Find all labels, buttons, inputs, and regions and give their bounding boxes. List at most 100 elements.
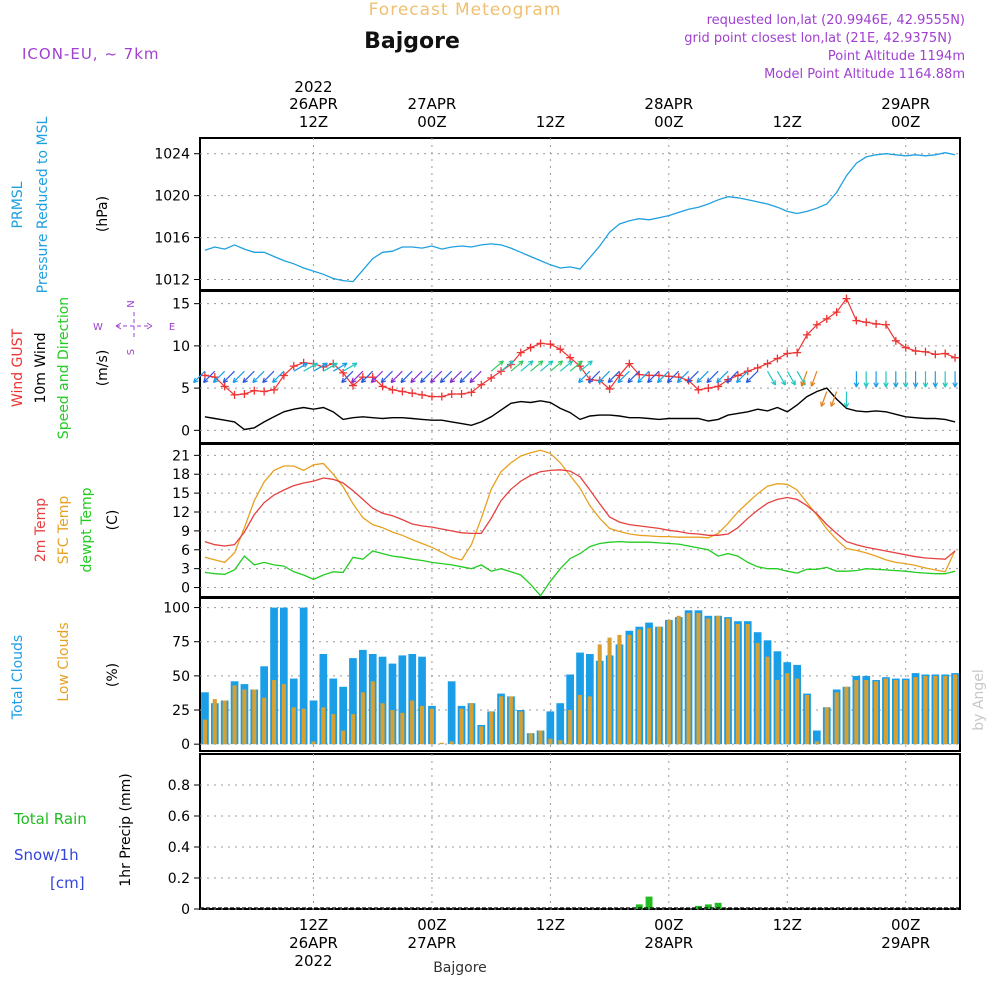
wind-direction-arrow bbox=[429, 370, 443, 384]
ylabel-dewpt-temp: dewpt Temp bbox=[79, 487, 95, 572]
wind-direction-arrow bbox=[932, 371, 939, 388]
low-cloud-bar bbox=[311, 741, 316, 745]
low-cloud-bar bbox=[508, 696, 513, 745]
low-cloud-bar bbox=[834, 692, 839, 745]
low-cloud-bar bbox=[656, 626, 661, 745]
series-line-dewpt bbox=[204, 540, 956, 597]
gust-point-marker bbox=[783, 349, 792, 358]
wind-direction-arrow bbox=[252, 370, 265, 384]
gust-point-marker bbox=[270, 385, 279, 394]
wind-direction-arrow bbox=[579, 360, 593, 372]
top-time-year-label: 2022 bbox=[294, 78, 332, 96]
gust-point-marker bbox=[516, 348, 525, 357]
ylabel-unit-ms: (m/s) bbox=[95, 350, 111, 387]
wind-direction-arrow bbox=[597, 370, 611, 384]
total-cloud-bar bbox=[546, 711, 555, 745]
wind-direction-arrow bbox=[706, 370, 719, 384]
y-tick-label-precipitation: 0 bbox=[181, 902, 190, 918]
gust-point-marker bbox=[220, 382, 229, 391]
low-cloud-bar bbox=[627, 634, 632, 745]
gust-point-marker bbox=[891, 336, 900, 345]
wind-direction-arrow bbox=[370, 370, 384, 384]
low-cloud-bar bbox=[202, 719, 207, 745]
gust-point-marker bbox=[753, 363, 762, 372]
wind-direction-arrow bbox=[459, 370, 472, 384]
low-cloud-bar bbox=[775, 680, 780, 745]
wind-direction-arrow bbox=[530, 360, 544, 372]
forecast-title: Forecast Meteogram bbox=[369, 0, 562, 20]
grid-lonlat: grid point closest lon,lat (21E, 42.9375… bbox=[684, 31, 952, 46]
ylabel-wind-gust: Wind GUST bbox=[10, 328, 26, 407]
wind-direction-arrow bbox=[800, 370, 808, 387]
y-tick-label-precipitation: 0.8 bbox=[168, 778, 190, 794]
gust-point-marker bbox=[457, 390, 466, 399]
wind-direction-arrow bbox=[922, 371, 929, 388]
wind-direction-arrow bbox=[766, 370, 777, 386]
rain-bar bbox=[704, 904, 712, 909]
total-cloud-bar bbox=[556, 703, 565, 745]
low-cloud-bar bbox=[242, 689, 247, 745]
top-time-date-label: 27APR bbox=[408, 95, 457, 113]
bottom-time-label: 2022 bbox=[294, 952, 332, 970]
legend-total-rain: Total Rain bbox=[13, 810, 87, 828]
wind-direction-arrow bbox=[587, 370, 601, 384]
ylabel-speed-direction: Speed and Direction bbox=[56, 297, 72, 439]
low-cloud-bar bbox=[568, 710, 573, 745]
location-title: Bajgore bbox=[364, 29, 460, 54]
gust-point-marker bbox=[447, 390, 456, 399]
wind-direction-arrow bbox=[786, 370, 796, 386]
ylabel-10m-wind: 10m Wind bbox=[33, 332, 49, 403]
wind-direction-arrow bbox=[656, 370, 670, 384]
low-cloud-bar bbox=[489, 711, 494, 745]
wind-direction-arrow bbox=[439, 370, 453, 384]
low-cloud-bar bbox=[874, 681, 879, 745]
gust-point-marker bbox=[378, 382, 387, 391]
gust-point-marker bbox=[852, 316, 861, 325]
low-cloud-bar bbox=[272, 680, 277, 745]
compass-cross bbox=[116, 312, 152, 340]
wind-direction-arrow bbox=[893, 371, 899, 388]
ylabel-total-clouds: Total Clouds bbox=[10, 635, 26, 720]
gust-point-marker bbox=[911, 346, 920, 355]
ylabel-pressure-msl: Pressure Reduced to MSL bbox=[35, 116, 51, 293]
model-point-altitude: Model Point Altitude 1164.88m bbox=[764, 67, 965, 82]
low-cloud-bar bbox=[222, 700, 227, 745]
wind-direction-arrow bbox=[350, 370, 364, 384]
wind-direction-arrow bbox=[212, 370, 226, 384]
low-cloud-bar bbox=[686, 613, 691, 745]
top-time-hour-label: 12Z bbox=[536, 113, 565, 131]
series-line-sfc-temp bbox=[204, 449, 956, 573]
low-cloud-bar bbox=[429, 708, 434, 745]
rain-bar bbox=[714, 902, 722, 909]
y-tick-label-wind: 0 bbox=[181, 423, 190, 439]
low-cloud-bar bbox=[232, 685, 237, 745]
top-time-date-label: 29APR bbox=[881, 95, 930, 113]
wind-direction-arrow bbox=[449, 370, 463, 384]
low-cloud-bar bbox=[380, 703, 385, 745]
rain-bar bbox=[645, 896, 653, 909]
compass-arrowheads bbox=[115, 322, 153, 330]
wind-direction-arrow bbox=[873, 371, 879, 388]
low-cloud-bar bbox=[953, 674, 958, 745]
gust-point-marker bbox=[832, 308, 841, 317]
low-cloud-bar bbox=[864, 680, 869, 745]
low-cloud-bar bbox=[370, 681, 375, 745]
gust-point-marker bbox=[546, 340, 555, 349]
wind-direction-arrow bbox=[272, 370, 285, 384]
wind-direction-arrow bbox=[500, 360, 514, 372]
wind-direction-arrow bbox=[303, 362, 318, 372]
wind-direction-arrow bbox=[242, 370, 255, 384]
wind-direction-arrow bbox=[360, 370, 374, 384]
low-cloud-bar bbox=[735, 624, 740, 745]
low-cloud-bar bbox=[439, 742, 444, 745]
low-cloud-bar bbox=[350, 714, 355, 745]
low-cloud-bar bbox=[321, 707, 326, 745]
gust-point-marker bbox=[240, 390, 249, 399]
y-tick-label-precipitation: 0.4 bbox=[168, 840, 190, 856]
wind-direction-arrow bbox=[883, 371, 889, 388]
low-cloud-bar bbox=[262, 697, 267, 745]
low-cloud-bar bbox=[331, 714, 336, 745]
compass-south: S bbox=[126, 349, 137, 355]
